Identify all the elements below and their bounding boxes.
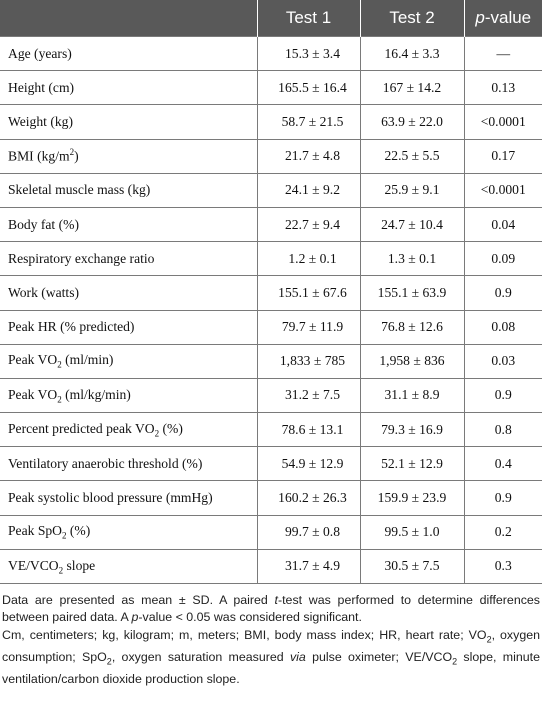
cell-test1: 1,833 ± 785 [256,344,360,379]
row-label: Peak systolic blood pressure (mmHg) [0,480,257,516]
cell-test1: 22.7 ± 9.4 [256,207,360,243]
cell-test2: 1,958 ± 836 [359,344,464,379]
table-row: Peak systolic blood pressure (mmHg) 160.2… [0,480,542,516]
table-row: Work (watts) 155.1 ± 67.6 155.1 ± 63.9 0.9 [0,275,542,311]
row-label: Peak HR (% predicted) [0,310,257,345]
row-label: Peak SpO2 (%) [0,515,257,550]
row-label: Age (years) [0,35,257,72]
row-label: Peak VO2 (ml/min) [0,344,257,379]
cell-test1: 15.3 ± 3.4 [256,35,360,72]
cell-p-value: 0.04 [463,207,542,243]
row-label: VE/VCO2 slope [0,549,257,585]
footnote-line-2: Cm, centimeters; kg, kilogram; m, meters… [2,627,540,686]
table-row: Height (cm) 165.5 ± 16.4 167 ± 14.2 0.13 [0,70,542,106]
cell-test2: 1.3 ± 0.1 [359,241,464,277]
cell-test1: 1.2 ± 0.1 [256,241,360,277]
cell-test1: 31.7 ± 4.9 [256,549,360,585]
cell-p-value: 0.8 [463,412,542,448]
table-row: Body fat (%) 22.7 ± 9.4 24.7 ± 10.4 0.04 [0,207,542,243]
cell-test1: 155.1 ± 67.6 [256,275,360,311]
cell-test2: 22.5 ± 5.5 [359,139,464,174]
cell-test2: 159.9 ± 23.9 [359,480,464,516]
table-row: Percent predicted peak VO2 (%) 78.6 ± 13.… [0,412,542,448]
results-table: Test 1 Test 2 p-value Age (years) 15.3 ± … [0,0,542,585]
row-label: BMI (kg/m2) [0,139,257,174]
header-row: Test 1 Test 2 p-value [0,0,542,37]
cell-test1: 21.7 ± 4.8 [256,139,360,174]
row-label: Ventilatory anaerobic threshold (%) [0,446,257,482]
cell-p-value: — [463,35,542,72]
cell-test2: 155.1 ± 63.9 [359,275,464,311]
cell-test2: 63.9 ± 22.0 [359,104,464,140]
row-label: Peak VO2 (ml/kg/min) [0,378,257,414]
table-row: Peak SpO2 (%) 99.7 ± 0.8 99.5 ± 1.0 0.2 [0,515,542,550]
header-label-column [0,0,257,37]
table-row: Ventilatory anaerobic threshold (%) 54.9 … [0,446,542,482]
header-test1: Test 1 [256,0,360,37]
table-row: Peak HR (% predicted) 79.7 ± 11.9 76.8 ± 1… [0,310,542,345]
row-label: Percent predicted peak VO2 (%) [0,412,257,448]
row-label: Height (cm) [0,70,257,106]
cell-test2: 79.3 ± 16.9 [359,412,464,448]
cell-test1: 78.6 ± 13.1 [256,412,360,448]
cell-test2: 24.7 ± 10.4 [359,207,464,243]
cell-test2: 167 ± 14.2 [359,70,464,106]
table-row: Skeletal muscle mass (kg) 24.1 ± 9.2 25.9 … [0,173,542,208]
cell-test2: 30.5 ± 7.5 [359,549,464,585]
header-p-value: p-value [463,0,542,37]
table-row: Age (years) 15.3 ± 3.4 16.4 ± 3.3— [0,35,542,72]
cell-test2: 99.5 ± 1.0 [359,515,464,550]
row-label: Body fat (%) [0,207,257,243]
cell-test1: 79.7 ± 11.9 [256,310,360,345]
cell-test1: 99.7 ± 0.8 [256,515,360,550]
table-row: BMI (kg/m2) 21.7 ± 4.8 22.5 ± 5.5 0.17 [0,139,542,174]
row-label: Weight (kg) [0,104,257,140]
table-footnote: Data are presented as mean ± SD. A paire… [0,584,542,688]
cell-p-value: 0.9 [463,480,542,516]
header-test2: Test 2 [359,0,464,37]
table-row: VE/VCO2 slope 31.7 ± 4.9 30.5 ± 7.5 0.3 [0,549,542,585]
cell-p-value: <0.0001 [463,104,542,140]
row-label: Respiratory exchange ratio [0,241,257,277]
cell-test1: 31.2 ± 7.5 [256,378,360,414]
table-row: Respiratory exchange ratio 1.2 ± 0.1 1.3 ±… [0,241,542,277]
cell-p-value: 0.03 [463,344,542,379]
cell-test1: 54.9 ± 12.9 [256,446,360,482]
footnote-line-1: Data are presented as mean ± SD. A paire… [2,593,540,625]
cell-p-value: 0.4 [463,446,542,482]
cell-p-value: 0.3 [463,549,542,585]
cell-p-value: 0.9 [463,275,542,311]
table-row: Peak VO2 (ml/min) 1,833 ± 785 1,958 ± 836 0… [0,344,542,379]
cell-p-value: 0.17 [463,139,542,174]
cell-p-value: 0.2 [463,515,542,550]
row-label: Work (watts) [0,275,257,311]
cell-test2: 16.4 ± 3.3 [359,35,464,72]
cell-test2: 25.9 ± 9.1 [359,173,464,208]
cell-test1: 24.1 ± 9.2 [256,173,360,208]
cell-p-value: 0.9 [463,378,542,414]
table-row: Peak VO2 (ml/kg/min) 31.2 ± 7.5 31.1 ± 8.9… [0,378,542,414]
cell-p-value: 0.13 [463,70,542,106]
cell-p-value: <0.0001 [463,173,542,208]
cell-test2: 52.1 ± 12.9 [359,446,464,482]
cell-test1: 160.2 ± 26.3 [256,480,360,516]
cell-p-value: 0.08 [463,310,542,345]
cell-test2: 76.8 ± 12.6 [359,310,464,345]
cell-p-value: 0.09 [463,241,542,277]
cell-test2: 31.1 ± 8.9 [359,378,464,414]
table-row: Weight (kg) 58.7 ± 21.5 63.9 ± 22.0 <0.0001 [0,104,542,140]
cell-test1: 58.7 ± 21.5 [256,104,360,140]
row-label: Skeletal muscle mass (kg) [0,173,257,208]
cell-test1: 165.5 ± 16.4 [256,70,360,106]
